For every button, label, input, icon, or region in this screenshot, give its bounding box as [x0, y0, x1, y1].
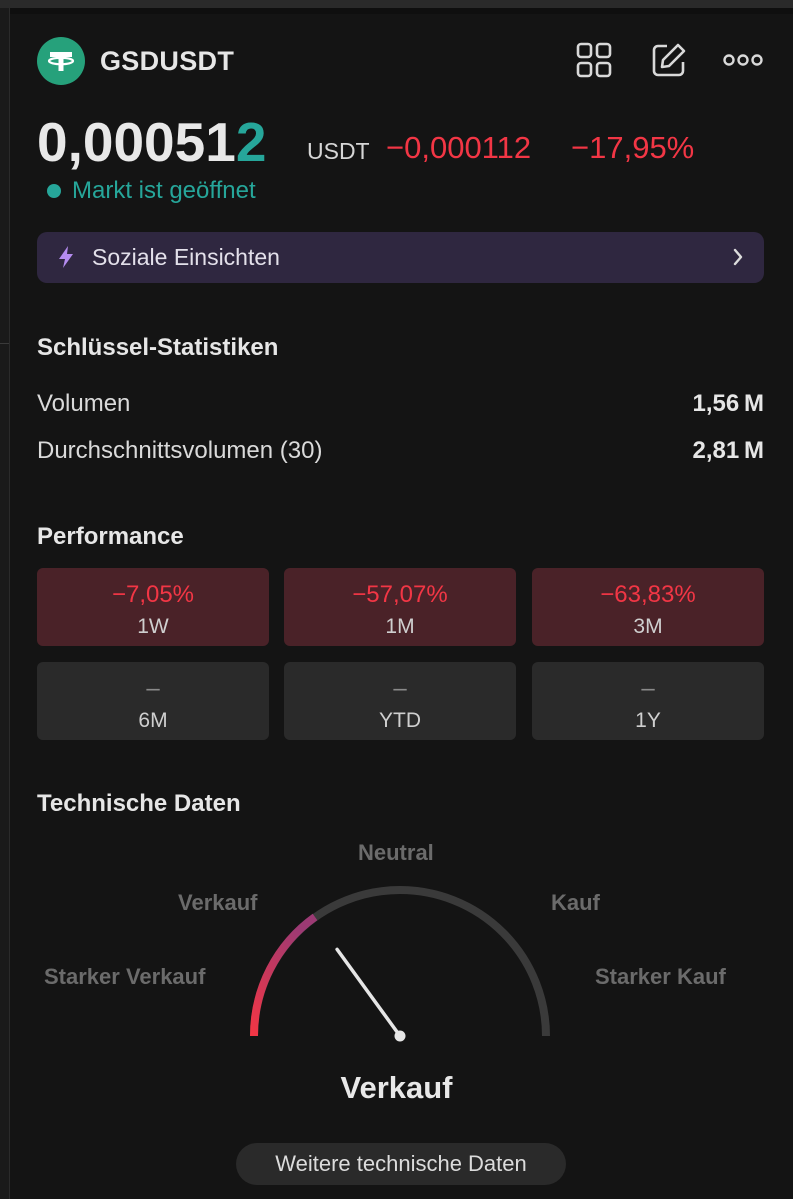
social-insights-label: Soziale Einsichten: [92, 244, 280, 270]
performance-tile-1m[interactable]: −57,07% 1M: [284, 568, 516, 646]
performance-period: YTD: [379, 709, 421, 732]
symbol-title[interactable]: GSDUSDT: [100, 46, 235, 76]
gauge-needle: [335, 947, 402, 1038]
performance-value: −63,83%: [600, 581, 696, 608]
more-icon[interactable]: [723, 40, 763, 80]
stat-value-volume: 1,56 M: [692, 390, 764, 417]
market-status: Markt ist geöffnet: [72, 177, 256, 204]
gauge-label-strong-sell: Starker Verkauf: [44, 964, 206, 989]
left-edge-panel: [0, 8, 10, 1199]
performance-period: 1Y: [635, 709, 661, 732]
performance-period: 1W: [137, 615, 169, 638]
performance-title: Performance: [37, 523, 184, 550]
layout-grid-icon[interactable]: [574, 40, 614, 80]
price-change-percent: −17,95%: [571, 130, 695, 165]
performance-value: –: [641, 675, 655, 702]
gauge-track: [250, 886, 550, 1037]
price-last-digit: 2: [235, 111, 267, 173]
price-main: 0,00051: [37, 111, 236, 173]
performance-value: −7,05%: [111, 581, 195, 608]
window-top-bar: [0, 0, 793, 8]
performance-tile-1y[interactable]: – 1Y: [532, 662, 764, 740]
performance-period: 1M: [385, 615, 415, 638]
performance-period: 6M: [138, 709, 168, 732]
gauge-label-neutral: Neutral: [358, 840, 434, 865]
performance-tile-1w[interactable]: −7,05% 1W: [37, 568, 269, 646]
performance-value: –: [393, 675, 407, 702]
stat-value-avg-volume: 2,81 M: [692, 437, 764, 464]
price-change: −0,000112: [386, 130, 532, 165]
performance-period: 3M: [633, 615, 663, 638]
price-currency: USDT: [307, 138, 370, 164]
performance-tile-ytd[interactable]: – YTD: [284, 662, 516, 740]
more-technicals-button[interactable]: Weitere technische Daten: [236, 1143, 566, 1185]
gauge-needle-pivot: [394, 1030, 406, 1042]
gauge-label-sell: Verkauf: [178, 890, 258, 915]
lightning-icon: [57, 245, 75, 274]
gauge-label-buy: Kauf: [551, 890, 600, 915]
performance-tile-3m[interactable]: −63,83% 3M: [532, 568, 764, 646]
key-stats-title: Schlüssel-Statistiken: [37, 334, 279, 361]
edit-icon[interactable]: [649, 40, 689, 80]
technicals-gauge: [249, 886, 550, 1042]
social-insights-button[interactable]: Soziale Einsichten: [37, 232, 764, 283]
performance-tile-6m[interactable]: – 6M: [37, 662, 269, 740]
technicals-title: Technische Daten: [37, 790, 241, 817]
performance-value: −57,07%: [352, 581, 448, 608]
left-divider: [0, 343, 9, 344]
stat-label-avg-volume: Durchschnittsvolumen (30): [37, 437, 323, 464]
gauge-label-strong-buy: Starker Kauf: [595, 964, 726, 989]
stat-label-volume: Volumen: [37, 390, 131, 417]
tether-logo-icon: [37, 37, 85, 85]
market-open-dot-icon: [47, 184, 61, 198]
last-price: 0,000512: [37, 110, 266, 174]
gauge-fill-sell: [249, 913, 318, 1037]
chevron-right-icon: [732, 247, 744, 272]
performance-value: –: [146, 675, 160, 702]
technicals-verdict: Verkauf: [340, 1070, 453, 1105]
